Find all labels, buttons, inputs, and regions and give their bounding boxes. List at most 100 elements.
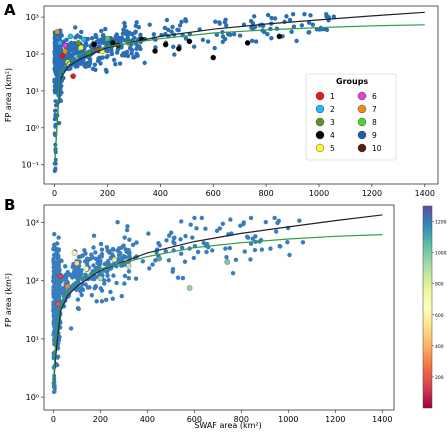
- panel-a-point: [53, 103, 58, 108]
- panel-b-point: [178, 237, 183, 242]
- panel-b-point: [285, 239, 290, 245]
- panel-b-point: [97, 264, 102, 270]
- panel-b-point: [52, 308, 57, 313]
- panel-a-highlight-point: [62, 42, 68, 49]
- panel-b-point: [175, 275, 181, 280]
- panel-a-point: [135, 53, 140, 58]
- panel-b-point: [79, 292, 84, 298]
- panel-b-point: [51, 252, 57, 258]
- panel-b-point: [51, 389, 56, 394]
- panel-b-point: [164, 238, 169, 243]
- panel-b-point: [124, 227, 130, 233]
- panel-a-point: [68, 52, 73, 58]
- panel-a-point: [217, 20, 222, 25]
- panel-b-point: [238, 223, 243, 228]
- panel-b-highlight-point: [83, 266, 90, 272]
- panel-a-ytick-label: 10¹: [26, 87, 39, 96]
- panel-a-point: [57, 65, 62, 70]
- panel-a-highlight-point: [244, 40, 251, 46]
- panel-b-point: [51, 330, 56, 335]
- panel-b-point: [126, 269, 132, 274]
- panel-b-point: [88, 256, 93, 262]
- panel-b-highlight-point: [111, 256, 118, 263]
- panel-a-marks: [52, 11, 425, 173]
- panel-a-point: [85, 36, 91, 42]
- panel-b-point: [51, 258, 56, 263]
- panel-a-point: [183, 18, 189, 24]
- colorbar-tick-label: 800: [435, 282, 444, 288]
- panel-b-fit-line-black: [52, 214, 383, 387]
- panel-a-label: A: [4, 1, 16, 19]
- panel-a-point: [75, 33, 80, 38]
- panel-b-point: [60, 287, 65, 293]
- legend-label-group-7: 7: [372, 105, 377, 114]
- panel-a-point: [253, 39, 259, 44]
- panel-b-point: [166, 258, 172, 263]
- panel-a-point: [308, 13, 313, 18]
- panel-b-point: [105, 273, 110, 278]
- panel-b-point: [188, 222, 193, 227]
- panel-a-point: [72, 47, 77, 52]
- panel-b-point: [297, 218, 302, 223]
- panel-a-highlight-point: [91, 41, 97, 48]
- panel-b-point: [253, 234, 258, 239]
- panel-a-point: [205, 39, 211, 44]
- panel-a-point: [331, 14, 337, 19]
- panel-b-point: [122, 281, 127, 286]
- panel-a-ylabel: FP area (km²): [4, 68, 13, 122]
- panel-b-point: [51, 289, 56, 294]
- panel-a-point: [265, 12, 271, 18]
- panel-b-point: [91, 245, 96, 250]
- panel-a-point: [81, 60, 86, 66]
- panel-b-point: [55, 297, 60, 302]
- panel-a-point: [228, 32, 233, 37]
- panel-a-point: [324, 27, 330, 33]
- legend-label-group-9: 9: [372, 131, 377, 140]
- panel-b-point: [123, 247, 128, 252]
- panel-b-point: [178, 251, 184, 256]
- panel-b-point: [116, 252, 122, 258]
- panel-b-xlabel: SWAF area (km²): [194, 421, 261, 430]
- panel-a-point: [274, 26, 280, 31]
- panel-a-highlight-point: [210, 54, 216, 61]
- panel-a-point: [172, 52, 177, 57]
- panel-a-point: [302, 11, 307, 17]
- panel-a-ytick-label: 10⁻¹: [21, 161, 39, 170]
- panel-a-xtick-label: 400: [153, 189, 168, 198]
- panel-b-point: [194, 226, 199, 231]
- panel-b-point: [80, 287, 86, 292]
- panel-b-point: [85, 285, 91, 290]
- panel-a-point: [113, 62, 118, 67]
- panel-b-xtick-label: 1200: [325, 415, 345, 424]
- panel-b-point: [170, 269, 175, 274]
- panel-a-point: [164, 17, 170, 23]
- panel-a-highlight-point: [57, 40, 63, 46]
- panel-b-point: [83, 282, 88, 287]
- panel-a-point: [147, 22, 152, 27]
- panel-b-point: [56, 293, 62, 298]
- panel-b-xtick-label: 0: [51, 415, 56, 424]
- legend-marker-group-4: [315, 130, 325, 140]
- panel-a-point: [134, 20, 139, 25]
- panel-b-point: [93, 250, 98, 255]
- panel-a-ytick-label: 10⁰: [26, 124, 39, 133]
- panel-b-point: [91, 263, 96, 268]
- panel-b-point: [210, 248, 215, 253]
- panel-a-highlight-point: [176, 45, 182, 52]
- panel-b-point: [110, 252, 115, 257]
- panel-b-point: [203, 226, 208, 231]
- panel-b-point: [93, 274, 99, 279]
- panel-b-point: [89, 293, 95, 298]
- panel-a-point: [151, 32, 157, 37]
- panel-a-point: [100, 33, 106, 38]
- panel-b-ytick-label: 10³: [26, 219, 39, 228]
- panel-b-point: [62, 277, 67, 282]
- legend-marker-group-7: [357, 104, 367, 114]
- panel-a-point: [56, 120, 62, 126]
- panel-b-point: [52, 274, 57, 279]
- panel-a-highlight-point: [104, 35, 111, 42]
- panel-b-point: [102, 261, 107, 267]
- colorbar-tick-label: 200: [435, 375, 444, 381]
- panel-a-point: [58, 58, 63, 63]
